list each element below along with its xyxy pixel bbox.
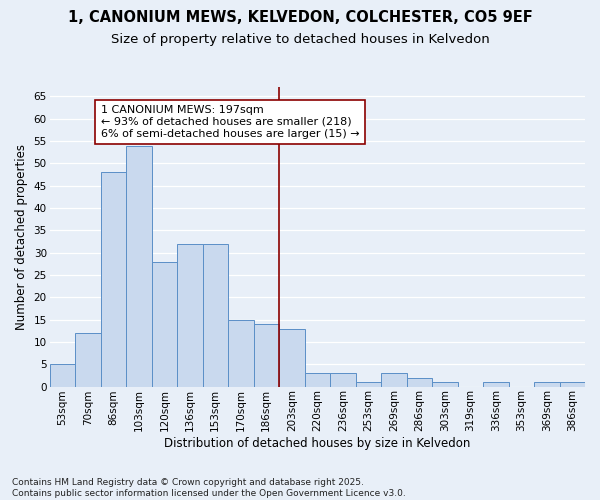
Bar <box>75 333 101 386</box>
Bar <box>330 373 356 386</box>
Text: Size of property relative to detached houses in Kelvedon: Size of property relative to detached ho… <box>110 32 490 46</box>
Y-axis label: Number of detached properties: Number of detached properties <box>15 144 28 330</box>
Bar <box>228 320 254 386</box>
Bar <box>203 244 228 386</box>
Bar <box>126 146 152 386</box>
Bar <box>152 262 177 386</box>
Bar <box>356 382 381 386</box>
Bar <box>50 364 75 386</box>
Text: 1 CANONIUM MEWS: 197sqm
← 93% of detached houses are smaller (218)
6% of semi-de: 1 CANONIUM MEWS: 197sqm ← 93% of detache… <box>101 106 359 138</box>
Text: Contains HM Land Registry data © Crown copyright and database right 2025.
Contai: Contains HM Land Registry data © Crown c… <box>12 478 406 498</box>
Bar <box>177 244 203 386</box>
Bar <box>381 373 407 386</box>
Bar <box>101 172 126 386</box>
Bar <box>534 382 560 386</box>
Bar <box>560 382 585 386</box>
Bar <box>254 324 279 386</box>
X-axis label: Distribution of detached houses by size in Kelvedon: Distribution of detached houses by size … <box>164 437 470 450</box>
Bar <box>305 373 330 386</box>
Bar <box>432 382 458 386</box>
Bar <box>279 328 305 386</box>
Bar <box>483 382 509 386</box>
Text: 1, CANONIUM MEWS, KELVEDON, COLCHESTER, CO5 9EF: 1, CANONIUM MEWS, KELVEDON, COLCHESTER, … <box>68 10 532 25</box>
Bar <box>407 378 432 386</box>
